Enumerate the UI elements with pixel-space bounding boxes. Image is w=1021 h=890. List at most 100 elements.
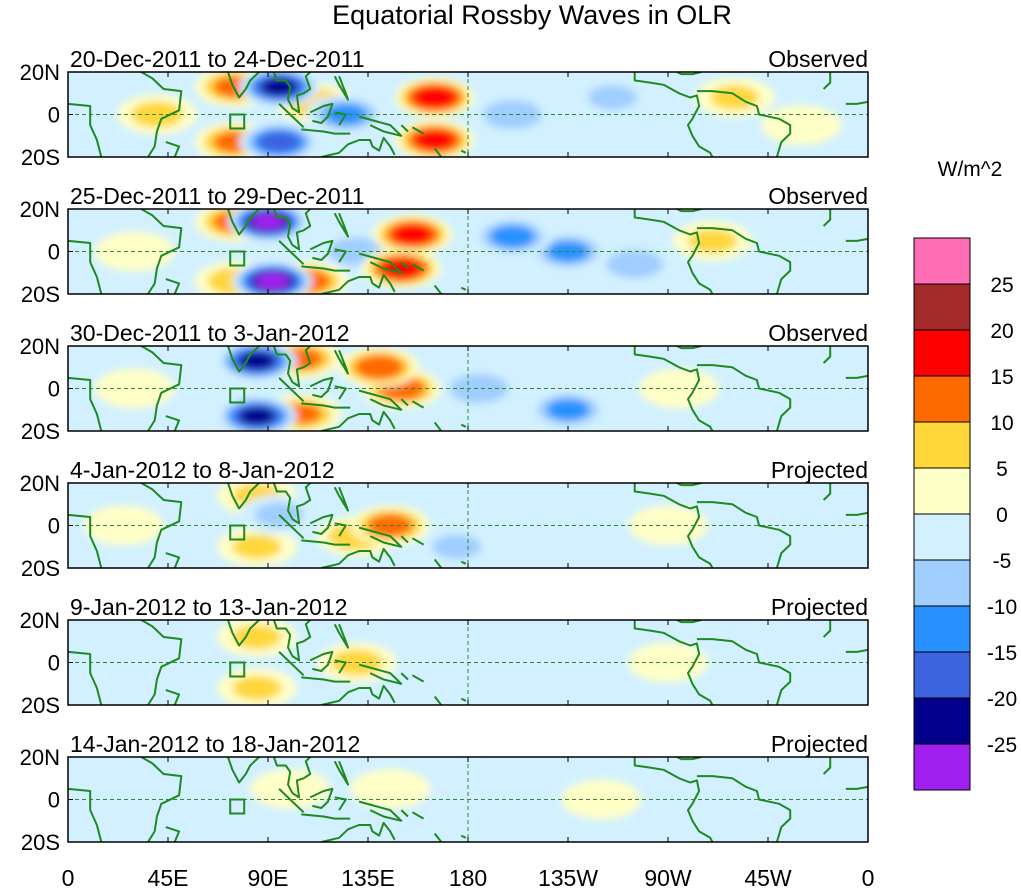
y-tick-label: 20N	[20, 60, 60, 85]
anomaly-contour	[688, 228, 737, 254]
coastline	[460, 149, 467, 154]
colorbar-tick-label: 5	[996, 458, 1008, 481]
coastline	[411, 400, 425, 409]
coastline	[165, 689, 181, 705]
y-tick-label: 20S	[21, 830, 60, 855]
coastline	[140, 72, 183, 157]
y-tick-label: 0	[48, 651, 60, 676]
coastline	[460, 560, 467, 565]
coastlines	[68, 209, 868, 294]
colorbar-tick-label: 20	[990, 320, 1013, 343]
region-box	[229, 113, 246, 130]
coastline	[696, 775, 792, 842]
anomaly-contour	[350, 768, 431, 809]
colorbar-tick-label: -5	[993, 550, 1012, 573]
coastline	[333, 212, 349, 238]
coastline	[358, 389, 403, 411]
anomaly-field	[94, 209, 753, 294]
coastline	[301, 402, 351, 409]
coastline	[411, 263, 425, 272]
coastline	[460, 286, 467, 291]
coastline	[411, 537, 425, 546]
anomaly-contour	[392, 224, 433, 245]
coastline	[226, 483, 312, 525]
coastline	[321, 136, 396, 157]
panel-4: 20N 0 20S 4-Jan-2012 to 8-Jan-2012 Projected	[20, 457, 869, 581]
coastline	[633, 757, 714, 842]
coastline	[334, 522, 347, 537]
anomaly-contour	[432, 534, 482, 559]
coastline	[696, 90, 792, 157]
coastline	[358, 663, 403, 685]
panel-period-label: 30-Dec-2011 to 3-Jan-2012	[70, 320, 350, 346]
x-axis: 0 45E 90E 135E 180 135W 90W 45W 0	[62, 865, 875, 890]
coastline	[278, 651, 305, 677]
colorbar-swatch	[913, 513, 971, 561]
anomaly-contour	[628, 642, 708, 683]
coastline	[278, 240, 305, 266]
anomaly-contour	[239, 352, 275, 370]
panel-5: 20N 0 20S 9-Jan-2012 to 13-Jan-2012 Projecte…	[20, 594, 869, 718]
anomaly-contour	[449, 373, 509, 404]
coastline	[68, 376, 103, 431]
region-box	[229, 524, 246, 541]
anomaly-contour	[259, 132, 300, 153]
coastline	[68, 787, 103, 842]
coastline	[400, 809, 409, 818]
coastline	[226, 209, 312, 251]
colorbar-tick-label: 0	[996, 504, 1008, 527]
y-tick-label: 20N	[20, 334, 60, 359]
region-box	[229, 661, 246, 678]
coastline	[433, 558, 443, 568]
coastline	[68, 239, 103, 294]
coastline	[822, 209, 832, 227]
coastline	[301, 676, 351, 683]
coastline	[278, 788, 305, 814]
anomaly-field	[116, 72, 842, 157]
coastline	[321, 273, 396, 294]
coastlines	[68, 483, 868, 568]
coastline	[676, 757, 702, 761]
anomaly-contour	[83, 505, 164, 546]
coastline	[140, 757, 183, 842]
coastlines	[68, 72, 868, 157]
coastline	[411, 811, 425, 820]
y-tick-label: 20N	[20, 471, 60, 496]
colorbar-tick-label: 25	[990, 274, 1013, 297]
panel-2: 20N 0 20S 25-Dec-2011 to 29-Dec-2011 Observe…	[20, 183, 869, 307]
coastline	[411, 674, 425, 683]
anomaly-contour	[588, 85, 637, 110]
coastline	[822, 72, 832, 90]
coastline	[460, 697, 467, 702]
coastline	[226, 620, 312, 662]
coastline	[321, 547, 396, 568]
coastline	[460, 423, 467, 428]
region-box	[229, 798, 246, 815]
anomaly-contour	[606, 250, 664, 279]
coastline	[400, 535, 409, 544]
region-box	[229, 250, 246, 267]
coastline	[309, 787, 334, 809]
anomaly-contour	[546, 399, 590, 421]
x-tick-label: 45E	[148, 865, 189, 890]
coastline	[411, 126, 425, 135]
y-tick-label: 20S	[21, 419, 60, 444]
coastline	[165, 552, 181, 568]
coastline	[696, 638, 792, 705]
panel-kind-label: Projected	[771, 457, 868, 483]
panel-period-label: 14-Jan-2012 to 18-Jan-2012	[70, 731, 360, 757]
coastline	[460, 834, 467, 839]
colorbar-tick-label: -20	[987, 688, 1017, 711]
panel-1: 20N 0 20S 20-Dec-2011 to 24-Dec-2011 Observe…	[20, 46, 869, 170]
coastline	[68, 102, 103, 157]
panel-kind-label: Projected	[771, 731, 868, 757]
anomaly-contour	[412, 86, 457, 109]
anomaly-contour	[516, 505, 597, 546]
panel-6: 20N 0 20S 14-Jan-2012 to 18-Jan-2012 Project…	[20, 731, 869, 855]
panel-kind-label: Observed	[768, 46, 868, 72]
panel-kind-label: Observed	[768, 320, 868, 346]
coastline	[68, 650, 103, 705]
chart-title: Equatorial Rossby Waves in OLR	[332, 0, 732, 30]
x-tick-label: 135E	[341, 865, 395, 890]
panel-period-label: 20-Dec-2011 to 24-Dec-2011	[70, 46, 365, 72]
